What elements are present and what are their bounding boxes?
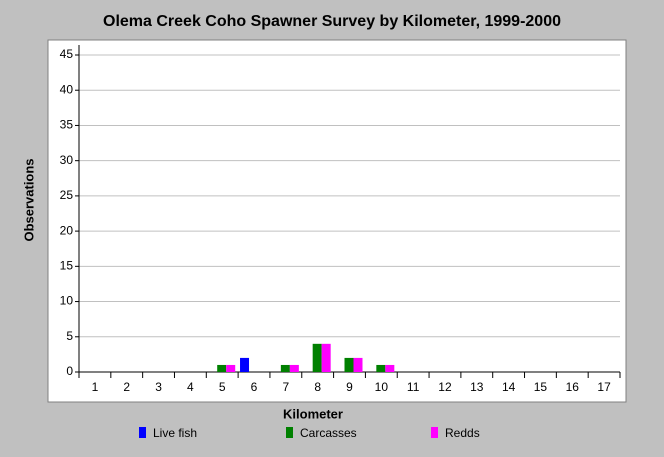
legend-swatch [431, 427, 438, 438]
x-tick-label: 13 [470, 380, 484, 394]
bar [280, 364, 290, 372]
x-tick-label: 10 [375, 380, 389, 394]
x-tick-label: 3 [155, 380, 162, 394]
x-tick-label: 1 [92, 380, 99, 394]
x-tick-label: 15 [534, 380, 548, 394]
x-tick-label: 16 [566, 380, 580, 394]
bar [385, 364, 395, 372]
legend-swatch [286, 427, 293, 438]
legend-label: Redds [445, 426, 480, 440]
x-tick-label: 11 [407, 380, 420, 394]
x-tick-label: 12 [438, 380, 452, 394]
y-tick-label: 30 [60, 153, 74, 167]
bar [240, 357, 250, 372]
legend-label: Carcasses [300, 426, 357, 440]
x-tick-label: 5 [219, 380, 226, 394]
x-tick-label: 8 [314, 380, 321, 394]
y-tick-label: 45 [60, 47, 74, 61]
bar [344, 357, 354, 372]
y-tick-label: 5 [66, 329, 73, 343]
x-tick-label: 9 [346, 380, 353, 394]
y-tick-label: 25 [60, 188, 74, 202]
bar [376, 364, 386, 372]
y-tick-label: 15 [60, 259, 74, 273]
y-axis-title: Observations [21, 158, 36, 241]
x-tick-label: 17 [597, 380, 611, 394]
y-tick-label: 10 [60, 294, 74, 308]
y-tick-label: 35 [60, 118, 74, 132]
plot-panel [47, 39, 627, 403]
bar [226, 364, 236, 372]
x-tick-label: 6 [251, 380, 258, 394]
legend-label: Live fish [153, 426, 197, 440]
bar [321, 343, 331, 372]
y-tick-label: 20 [60, 223, 74, 237]
x-tick-label: 2 [123, 380, 130, 394]
legend-swatch [139, 427, 146, 438]
bar [353, 357, 363, 372]
x-tick-label: 14 [502, 380, 516, 394]
x-tick-label: 7 [283, 380, 290, 394]
bar [217, 364, 227, 372]
bar [312, 343, 322, 372]
chart-title: Olema Creek Coho Spawner Survey by Kilom… [103, 13, 561, 30]
x-tick-label: 4 [187, 380, 194, 394]
y-tick-label: 40 [60, 82, 74, 96]
x-axis-title: Kilometer [283, 406, 343, 421]
y-tick-label: 0 [66, 364, 73, 378]
bar [289, 364, 299, 372]
